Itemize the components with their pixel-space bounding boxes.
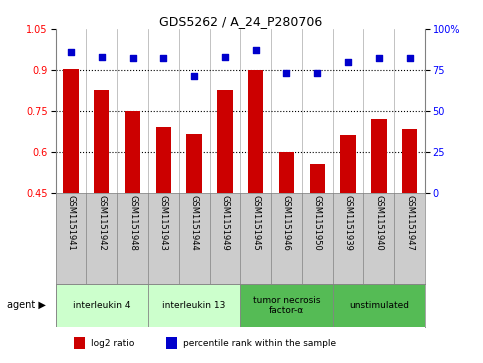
Point — [344, 59, 352, 65]
Text: GSM1151944: GSM1151944 — [190, 195, 199, 251]
Text: log2 ratio: log2 ratio — [91, 339, 134, 347]
Text: GSM1151950: GSM1151950 — [313, 195, 322, 251]
Text: tumor necrosis
factor-α: tumor necrosis factor-α — [253, 296, 320, 315]
Text: percentile rank within the sample: percentile rank within the sample — [183, 339, 336, 347]
Bar — [333, 284, 425, 327]
Bar — [63, 69, 79, 192]
Bar — [371, 119, 386, 192]
Bar — [56, 284, 148, 327]
Point — [67, 49, 75, 55]
Text: GSM1151947: GSM1151947 — [405, 195, 414, 251]
Point — [221, 54, 229, 60]
Point — [159, 56, 167, 61]
Text: GSM1151946: GSM1151946 — [282, 195, 291, 251]
Text: GSM1151939: GSM1151939 — [343, 195, 353, 251]
Bar — [248, 70, 263, 192]
Bar — [148, 284, 241, 327]
Text: GSM1151949: GSM1151949 — [220, 195, 229, 251]
Bar — [156, 127, 171, 192]
Bar — [125, 111, 140, 192]
Text: GSM1151941: GSM1151941 — [67, 195, 75, 251]
Point — [252, 48, 259, 53]
Text: interleukin 13: interleukin 13 — [162, 301, 226, 310]
Bar — [94, 90, 110, 192]
Point — [406, 56, 413, 61]
Text: GSM1151940: GSM1151940 — [374, 195, 384, 251]
Text: GSM1151948: GSM1151948 — [128, 195, 137, 251]
Bar — [167, 337, 177, 349]
Text: interleukin 4: interleukin 4 — [73, 301, 130, 310]
Text: GSM1151942: GSM1151942 — [97, 195, 106, 251]
Text: unstimulated: unstimulated — [349, 301, 409, 310]
Bar — [402, 129, 417, 192]
Bar — [341, 135, 356, 192]
Title: GDS5262 / A_24_P280706: GDS5262 / A_24_P280706 — [159, 15, 322, 28]
Text: agent ▶: agent ▶ — [7, 301, 46, 310]
Bar — [186, 134, 202, 192]
Point — [313, 70, 321, 76]
Point — [375, 56, 383, 61]
Point — [283, 70, 290, 76]
Text: GSM1151945: GSM1151945 — [251, 195, 260, 251]
Bar — [279, 152, 294, 192]
Point — [190, 74, 198, 79]
Bar — [74, 337, 85, 349]
Point — [128, 56, 136, 61]
Point — [98, 54, 106, 60]
Bar — [310, 164, 325, 192]
Text: GSM1151943: GSM1151943 — [159, 195, 168, 251]
Bar — [217, 90, 233, 192]
Bar — [240, 284, 333, 327]
